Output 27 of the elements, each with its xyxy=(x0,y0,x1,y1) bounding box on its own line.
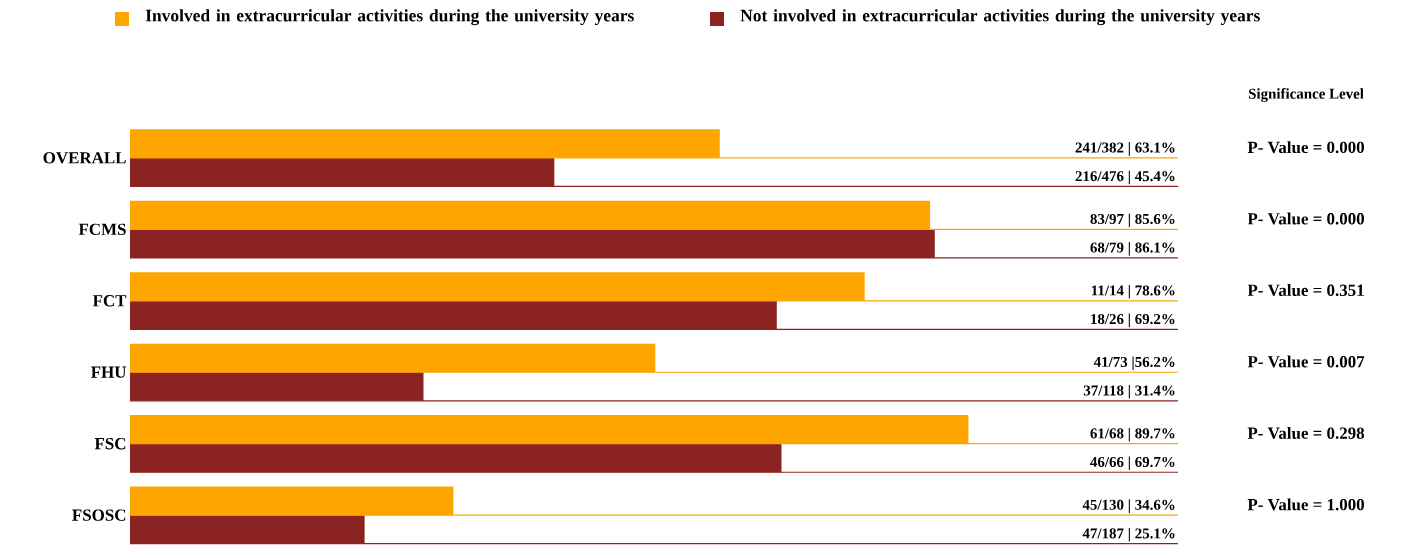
data-label: 241/382 | 63.1% xyxy=(1075,142,1175,156)
text: Significance Level xyxy=(1248,88,1364,102)
data-label: 68/79 | 86.1% xyxy=(1090,242,1175,256)
y-tick-label: FCMS xyxy=(78,223,126,236)
data-label: 18/26 | 69.2% xyxy=(1091,313,1175,328)
data-label: 37/118 | 31.4% xyxy=(1083,385,1175,399)
text: P- Value = 0.007 xyxy=(1247,355,1365,368)
text: P- Value = 0.298 xyxy=(1247,426,1365,439)
y-tick-label: FCT xyxy=(92,295,127,307)
y-tick-label: FHU xyxy=(91,366,127,378)
data-label: 61/68 | 89.7% xyxy=(1090,427,1175,442)
text: P- Value = 0.351 xyxy=(1247,284,1364,297)
text: P- Value = 0.000 xyxy=(1247,212,1365,225)
y-tick-label: OVERALL xyxy=(43,152,126,164)
data-label: 47/187 | 25.1% xyxy=(1082,527,1175,542)
y-tick-label: FSC xyxy=(94,437,126,450)
y-tick-label: FSOSC xyxy=(72,509,126,521)
text: P- Value = 1.000 xyxy=(1247,498,1365,511)
legend-label: Not involved in extracurricular activities during the university years xyxy=(740,9,1260,26)
text: P- Value = 0.000 xyxy=(1247,141,1365,154)
data-label: 46/66 | 69.7% xyxy=(1090,456,1175,471)
data-label: 41/73 |56.2% xyxy=(1093,356,1175,371)
data-label: 45/130 | 34.6% xyxy=(1082,499,1175,513)
data-label: 83/97 | 85.6% xyxy=(1090,213,1175,228)
data-label: 216/476 | 45.4% xyxy=(1075,170,1175,185)
data-label: 11/14 | 78.6% xyxy=(1091,284,1175,299)
legend-label: Involved in extracurricular activities during the university years xyxy=(145,9,634,26)
